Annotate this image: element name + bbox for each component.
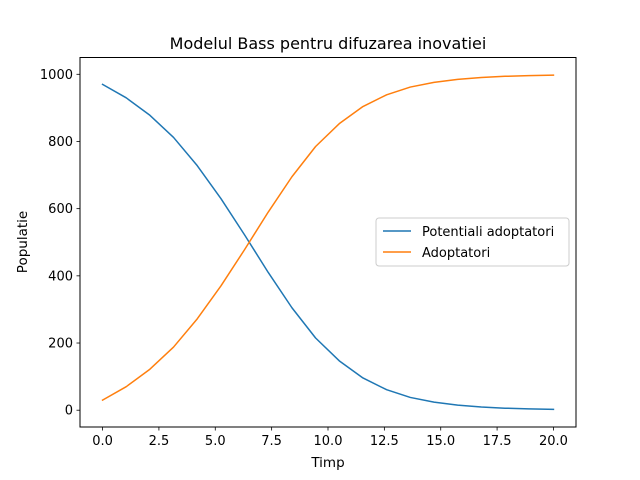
plot-frame bbox=[79, 57, 577, 428]
y-axis-ticks: 0 200 400 600 800 1000 bbox=[40, 68, 80, 419]
plot-lines bbox=[101, 74, 555, 411]
series-line-0 bbox=[101, 83, 555, 411]
x-tick-label: 12.5 bbox=[370, 434, 399, 449]
x-tick-label: 0.0 bbox=[92, 434, 113, 449]
legend-label-adopters: Adoptatori bbox=[422, 246, 490, 261]
y-tick-label: 0 bbox=[65, 404, 73, 419]
y-tick-label: 800 bbox=[48, 135, 73, 150]
y-tick-label: 600 bbox=[48, 202, 73, 217]
x-tick-label: 10.0 bbox=[314, 434, 343, 449]
y-tick-label: 1000 bbox=[40, 68, 73, 83]
x-tick-label: 17.5 bbox=[483, 434, 512, 449]
x-tick-label: 2.5 bbox=[149, 434, 170, 449]
x-tick-label: 20.0 bbox=[539, 434, 568, 449]
x-axis-label: Timp bbox=[310, 455, 344, 471]
legend: Potentiali adoptatori Adoptatori bbox=[375, 217, 570, 267]
x-axis-ticks: 0.0 2.5 5.0 7.5 10.0 12.5 15.0 17.5 20.0 bbox=[92, 427, 568, 449]
y-tick-label: 400 bbox=[48, 269, 73, 284]
x-tick-label: 7.5 bbox=[261, 434, 282, 449]
y-tick-label: 200 bbox=[48, 337, 73, 352]
series-line-1 bbox=[101, 74, 555, 402]
legend-box bbox=[375, 217, 570, 267]
y-axis-label: Populatie bbox=[15, 211, 31, 273]
x-tick-label: 5.0 bbox=[205, 434, 226, 449]
legend-label-potential: Potentiali adoptatori bbox=[422, 225, 554, 240]
x-tick-label: 15.0 bbox=[426, 434, 455, 449]
chart-title: Modelul Bass pentru difuzarea inovatiei bbox=[170, 34, 487, 53]
